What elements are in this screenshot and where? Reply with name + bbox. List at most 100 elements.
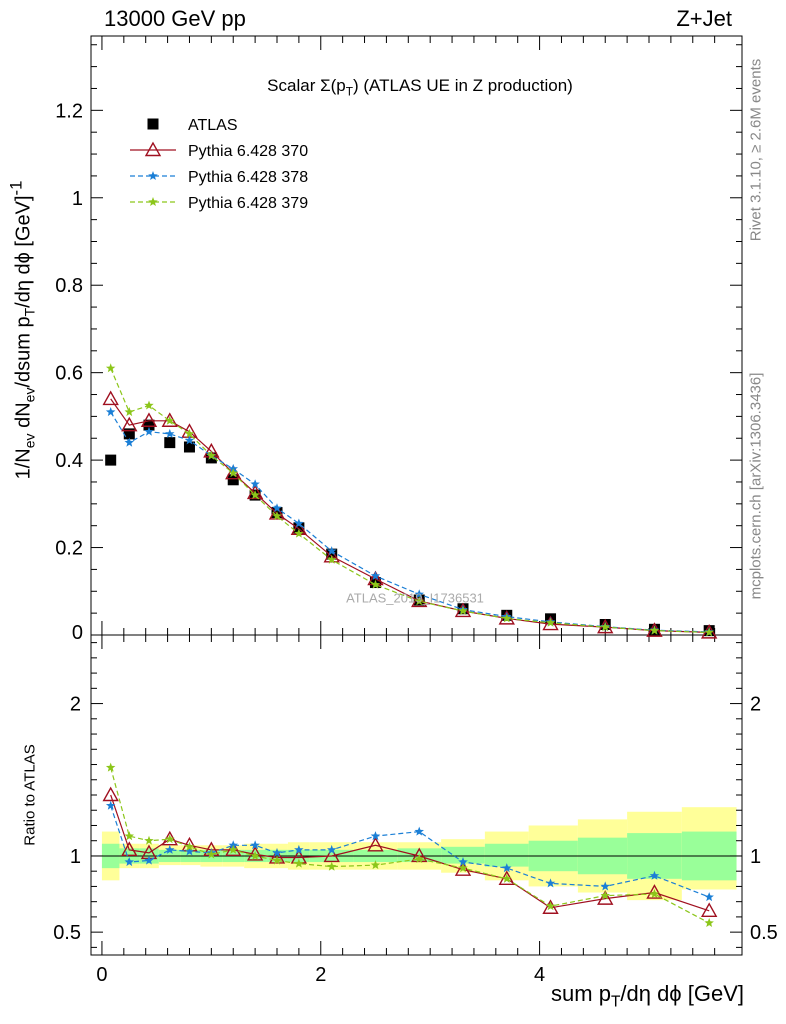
point-pythia-6-428-370 — [102, 390, 119, 406]
point-pythia-6-428-379 — [545, 617, 556, 627]
point-pythia-6-428-379 — [294, 528, 304, 538]
ratio-series-layer — [102, 762, 718, 927]
point-pythia-6-428-378 — [184, 846, 195, 856]
point-pythia-6-428-370 — [140, 412, 158, 427]
point-pythia-6-428-378 — [294, 518, 304, 528]
point-pythia-6-428-378 — [272, 503, 282, 513]
ratio-y-tick-label: 1 — [70, 846, 81, 868]
point-pythia-6-428-379 — [206, 849, 217, 859]
point-pythia-6-428-379 — [370, 579, 381, 589]
point-pythia-6-428-378 — [370, 571, 381, 580]
legend-marker-pythia-6-428-378 — [148, 171, 158, 180]
energy-label: 13000 GeV pp — [104, 6, 246, 31]
main-series-layer — [102, 363, 718, 639]
point-pythia-6-428-370 — [700, 902, 718, 918]
point-atlas — [164, 437, 176, 449]
main-y-tick-label: 1.2 — [55, 100, 83, 122]
point-pythia-6-428-379 — [649, 625, 660, 635]
point-pythia-6-428-378 — [294, 844, 304, 854]
point-pythia-6-428-379 — [165, 834, 175, 844]
legend-label-pythia-6-428-370: Pythia 6.428 370 — [188, 143, 308, 160]
legend: ATLAS Pythia 6.428 370 Pythia 6.428 378 Pyt… — [130, 117, 308, 212]
point-atlas — [205, 452, 217, 464]
point-pythia-6-428-378 — [414, 826, 424, 836]
point-atlas — [227, 474, 239, 486]
point-pythia-6-428-378 — [144, 426, 154, 436]
point-atlas — [326, 548, 338, 560]
point-pythia-6-428-378 — [124, 857, 134, 867]
legend-label-pythia-6-428-379: Pythia 6.428 379 — [188, 195, 308, 212]
point-pythia-6-428-370 — [367, 836, 384, 852]
point-pythia-6-428-379 — [144, 400, 154, 410]
ratio-y-tick-label-right: 2 — [750, 694, 761, 716]
point-pythia-6-428-379 — [124, 407, 134, 417]
legend-label-pythia-6-428-378: Pythia 6.428 378 — [188, 169, 308, 186]
plot-title: Scalar Σ(pT) (ATLAS UE in Z production) — [267, 76, 573, 99]
point-pythia-6-428-378 — [250, 479, 260, 489]
point-pythia-6-428-379 — [184, 428, 195, 438]
ratio-band-inner — [484, 843, 529, 867]
ratio-plot-frame — [90, 634, 743, 956]
point-pythia-6-428-378 — [228, 840, 238, 850]
mcplots-note: mcplots.cern.ch [arXiv:1306.3436] — [747, 372, 765, 600]
point-pythia-6-428-379 — [124, 831, 134, 841]
point-pythia-6-428-378 — [327, 844, 337, 854]
point-pythia-6-428-378 — [165, 844, 175, 854]
x-tick-label: 4 — [534, 964, 545, 986]
point-pythia-6-428-379 — [545, 901, 556, 911]
legend-marker-atlas — [147, 118, 159, 130]
point-pythia-6-428-379 — [327, 554, 337, 564]
ratio-y-tick-label-right: 1 — [750, 846, 761, 868]
point-atlas — [183, 441, 195, 453]
point-pythia-6-428-379 — [272, 511, 282, 521]
point-pythia-6-428-379 — [105, 762, 116, 772]
x-tick-label: 2 — [315, 964, 326, 986]
main-y-tick-label: 0.4 — [55, 450, 83, 472]
point-pythia-6-428-378 — [144, 855, 154, 865]
main-y-axis-label: 1/Nev dNev/dsum pT/dη dϕ [GeV]-1 — [6, 180, 38, 480]
x-tick-label: 0 — [96, 964, 107, 986]
ratio-frame-box — [90, 634, 743, 956]
main-y-zero-label: 0 — [72, 622, 83, 644]
point-pythia-6-428-379 — [458, 863, 468, 873]
point-pythia-6-428-378 — [502, 863, 512, 873]
point-pythia-6-428-370 — [454, 861, 472, 876]
main-y-tick-label: 0.2 — [55, 538, 83, 560]
point-pythia-6-428-370 — [597, 890, 614, 905]
point-pythia-6-428-378 — [704, 892, 714, 902]
point-pythia-6-428-379 — [502, 613, 512, 623]
point-atlas — [123, 428, 135, 440]
legend-marker-pythia-6-428-379 — [148, 197, 158, 206]
rivet-version-note: Rivet 3.1.10, ≥ 2.6M events — [747, 58, 765, 242]
point-pythia-6-428-379 — [502, 873, 512, 883]
point-pythia-6-428-378 — [184, 435, 195, 445]
point-pythia-6-428-379 — [105, 363, 116, 373]
point-pythia-6-428-379 — [144, 835, 154, 845]
ratio-y-tick-label-right: 0.5 — [750, 922, 778, 944]
point-atlas — [143, 419, 155, 431]
point-atlas — [293, 522, 305, 534]
process-label: Z+Jet — [676, 6, 732, 31]
ratio-axis-ticks: 0.5 0.5 1 1 2 2 0 2 4 — [53, 635, 778, 986]
point-pythia-6-428-370 — [121, 841, 138, 857]
point-pythia-6-428-379 — [414, 596, 424, 606]
ratio-y-tick-label: 0.5 — [53, 922, 81, 944]
point-pythia-6-428-379 — [250, 851, 260, 860]
point-pythia-6-428-370 — [102, 786, 119, 802]
point-pythia-6-428-379 — [272, 855, 282, 865]
point-pythia-6-428-379 — [327, 861, 337, 871]
point-pythia-6-428-379 — [704, 627, 714, 637]
point-pythia-6-428-370 — [542, 899, 559, 914]
point-pythia-6-428-370 — [411, 847, 428, 863]
point-pythia-6-428-378 — [327, 546, 337, 556]
point-pythia-6-428-378 — [165, 428, 175, 438]
legend-marker-pythia-6-428-370 — [144, 141, 162, 157]
point-pythia-6-428-378 — [250, 840, 260, 850]
main-y-tick-label: 1 — [72, 188, 83, 210]
point-pythia-6-428-379 — [184, 841, 195, 851]
point-pythia-6-428-370 — [646, 884, 663, 899]
point-pythia-6-428-370 — [542, 615, 559, 631]
point-pythia-6-428-378 — [545, 878, 556, 888]
point-pythia-6-428-379 — [649, 889, 660, 899]
point-pythia-6-428-370 — [268, 849, 286, 864]
